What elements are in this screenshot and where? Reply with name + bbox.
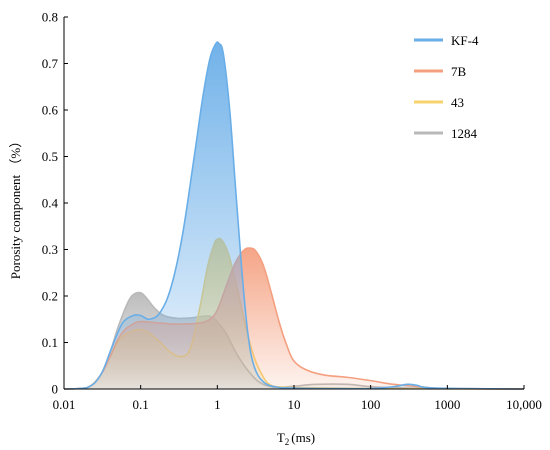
legend-label-7B: 7B [451,64,467,79]
x-tick-label: 100 [361,397,381,412]
axis-titles: Porosity component （%） T2 (ms) [8,135,315,447]
y-tick-label: 0.4 [42,196,59,211]
axes: 0 0.1 0.2 0.3 0.4 0.5 0.6 0.7 0.8 0.01 0.1 1 10 100 10… [42,10,542,413]
x-tick-label: 0.1 [133,397,149,412]
x-tick-label: 1000 [434,397,460,412]
series-area-KF-4 [64,42,524,390]
y-tick-label: 0.6 [42,103,59,118]
legend-label-1284: 1284 [451,126,478,141]
x-axis-title-unit: (ms) [291,430,315,445]
y-tick-label: 0.1 [42,335,58,350]
legend-label-43: 43 [451,95,464,110]
y-tick-label: 0.8 [42,10,58,25]
y-tick-label: 0 [52,382,59,397]
y-tick-label: 0.3 [42,242,58,257]
x-axis-title-main: T [277,430,285,445]
x-axis-title-subscript: 2 [285,437,290,447]
y-tick-label: 0.5 [42,149,58,164]
y-axis-title: Porosity component （%） [8,135,23,279]
legend: KF-4 7B 43 1284 [414,33,479,141]
legend-label-KF-4: KF-4 [451,33,479,48]
x-tick-label: 10,000 [506,397,542,412]
x-tick-label: 1 [214,397,221,412]
x-tick-label: 10 [288,397,301,412]
y-tick-label: 0.7 [42,56,59,71]
x-axis-title: T2 (ms) [277,430,315,447]
y-tick-label: 0.2 [42,289,58,304]
x-tick-label: 0.01 [53,397,76,412]
